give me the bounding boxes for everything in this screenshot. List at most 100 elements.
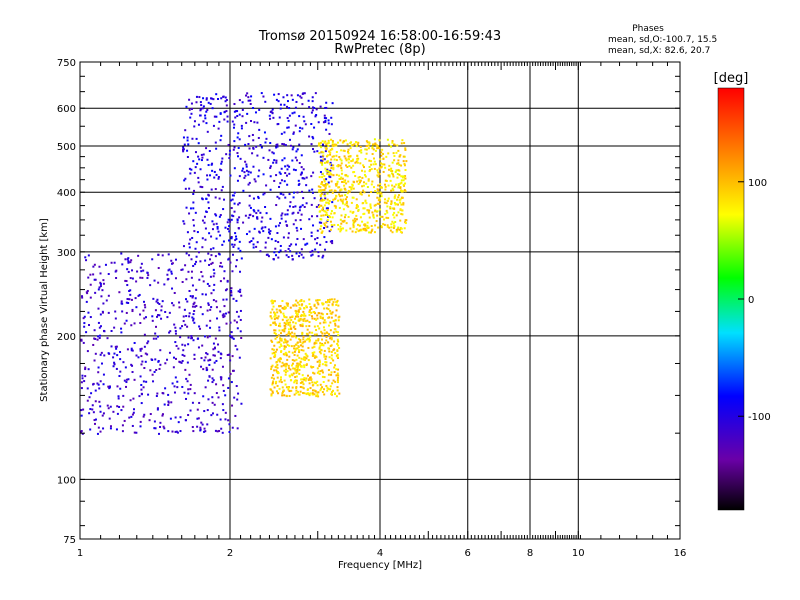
echo-point (388, 168, 391, 171)
echo-point (161, 414, 164, 417)
echo-point (252, 246, 255, 249)
echo-point (312, 171, 315, 174)
echo-point (319, 227, 322, 230)
echo-point (274, 323, 277, 326)
echo-point (313, 393, 316, 396)
echo-point (370, 163, 373, 166)
echo-point (321, 363, 324, 366)
echo-point (301, 378, 304, 381)
echo-point (217, 176, 220, 179)
echo-point (338, 186, 341, 189)
echo-point (301, 325, 304, 328)
echo-point (97, 321, 100, 324)
echo-point (376, 174, 379, 177)
echo-point (366, 209, 369, 212)
echo-point (319, 155, 322, 158)
echo-point (308, 218, 311, 221)
echo-point (203, 427, 206, 430)
echo-point (86, 399, 89, 402)
echo-point (290, 389, 293, 392)
echo-point (378, 202, 381, 205)
echo-point (183, 308, 186, 311)
echo-point (269, 188, 272, 191)
echo-point (339, 230, 342, 233)
echo-point (170, 259, 173, 262)
echo-point (228, 149, 231, 152)
echo-point (210, 163, 213, 166)
echo-point (170, 272, 173, 275)
echo-point (388, 164, 391, 167)
echo-point (349, 147, 352, 150)
echo-point (92, 411, 95, 414)
echo-point (300, 166, 303, 169)
echo-point (235, 235, 238, 238)
echo-point (303, 300, 306, 303)
echo-point (310, 315, 313, 318)
echo-point (219, 310, 222, 313)
echo-point (276, 195, 279, 198)
echo-point (300, 172, 303, 175)
echo-point (133, 378, 136, 381)
echo-point (233, 202, 236, 205)
echo-point (217, 350, 220, 353)
echo-point (208, 284, 211, 287)
echo-point (280, 167, 283, 170)
echo-point (273, 179, 276, 182)
echo-point (384, 179, 387, 182)
echo-point (303, 377, 306, 380)
echo-point (336, 342, 339, 345)
echo-point (299, 360, 302, 363)
echo-point (278, 346, 281, 349)
echo-point (308, 302, 311, 305)
echo-point (231, 253, 234, 256)
echo-point (287, 386, 290, 389)
echo-point (326, 198, 329, 201)
echo-point (207, 252, 210, 255)
echo-point (210, 254, 213, 257)
echo-point (151, 319, 154, 322)
echo-point (142, 415, 145, 418)
echo-point (362, 181, 365, 184)
echo-point (283, 307, 286, 310)
echo-point (308, 106, 311, 109)
echo-point (192, 264, 195, 267)
echo-point (341, 220, 344, 223)
echo-point (253, 121, 256, 124)
echo-point (386, 205, 389, 208)
echo-point (194, 151, 197, 154)
echo-point (279, 249, 282, 252)
echo-point (85, 259, 88, 262)
echo-point (89, 428, 92, 431)
echo-point (392, 189, 395, 192)
echo-point (206, 353, 209, 356)
echo-point (335, 374, 338, 377)
echo-point (326, 183, 329, 186)
echo-point (331, 304, 334, 307)
echo-point (289, 201, 292, 204)
echo-point (380, 154, 383, 157)
echo-point (102, 427, 105, 430)
echo-point (286, 322, 289, 325)
echo-point (382, 223, 385, 226)
echo-point (379, 158, 382, 161)
echo-point (140, 363, 143, 366)
echo-point (303, 366, 306, 369)
echo-point (312, 137, 315, 140)
echo-point (271, 151, 274, 154)
echo-point (240, 257, 243, 260)
echo-point (211, 228, 214, 231)
echo-point (270, 339, 273, 342)
echo-point (294, 219, 297, 222)
echo-point (300, 253, 303, 256)
y-axis-label: Stationary phase Virtual Height [km] (39, 218, 50, 402)
echo-point (313, 333, 316, 336)
echo-point (278, 322, 281, 325)
echo-point (285, 368, 288, 371)
echo-point (107, 407, 110, 410)
echo-point (211, 220, 214, 223)
echo-point (190, 102, 193, 105)
echo-point (340, 199, 343, 202)
echo-point (255, 245, 258, 248)
echo-point (154, 358, 157, 361)
echo-point (292, 321, 295, 324)
